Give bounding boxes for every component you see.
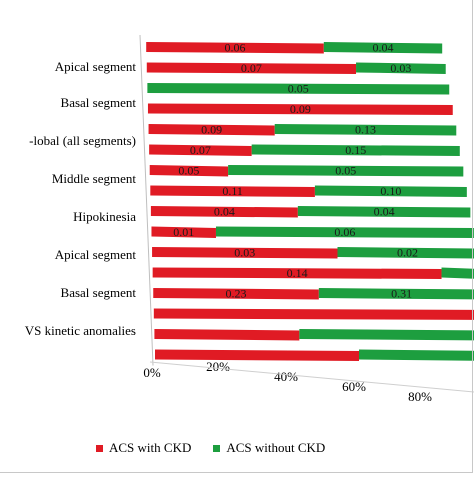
bar-with-ckd-0 bbox=[146, 42, 324, 54]
bar-without-ckd-2 bbox=[147, 83, 450, 95]
bar-with-ckd-4 bbox=[148, 124, 275, 136]
category-label-8: Hipokinesia bbox=[73, 209, 136, 224]
x-axis-floor-line bbox=[149, 361, 474, 393]
bar-without-ckd-0 bbox=[323, 42, 443, 54]
x-tick-label-1: 20% bbox=[206, 359, 230, 374]
legend-label-with-ckd: ACS with CKD bbox=[109, 440, 192, 455]
bar-without-ckd-7 bbox=[314, 185, 467, 197]
x-tick-label-0: 0% bbox=[143, 365, 161, 380]
y-axis-line bbox=[139, 34, 154, 366]
data-label-without-ckd-7: 0.10 bbox=[380, 184, 401, 198]
bar-with-ckd-7 bbox=[150, 185, 315, 197]
category-label-4: -lobal (all segments) bbox=[29, 133, 136, 148]
data-label-with-ckd-6: 0.05 bbox=[178, 164, 199, 178]
data-label-without-ckd-10: 0.02 bbox=[397, 246, 418, 260]
bar-without-ckd-15 bbox=[359, 349, 474, 361]
data-label-with-ckd-0: 0.06 bbox=[225, 41, 246, 55]
category-label-12: Basal segment bbox=[61, 285, 137, 300]
data-label-with-ckd-10: 0.03 bbox=[234, 246, 255, 260]
data-label-without-ckd-1: 0.03 bbox=[390, 61, 411, 75]
data-label-without-ckd-12: 0.31 bbox=[391, 287, 412, 301]
legend-item-with-ckd: ACS with CKD bbox=[96, 440, 191, 456]
bar-with-ckd-13 bbox=[153, 308, 474, 320]
bar-with-ckd-11 bbox=[152, 267, 442, 279]
legend: ACS with CKD ACS without CKD bbox=[96, 439, 347, 457]
category-label-2: Basal segment bbox=[61, 95, 137, 110]
x-tick-label-4: 80% bbox=[408, 389, 432, 404]
bar-with-ckd-10 bbox=[152, 247, 338, 259]
data-label-without-ckd-6: 0.05 bbox=[335, 164, 356, 178]
bar-with-ckd-3 bbox=[147, 103, 453, 115]
data-label-with-ckd-5: 0.07 bbox=[190, 143, 211, 157]
data-label-without-ckd-4: 0.13 bbox=[355, 123, 376, 137]
category-label-6: Middle segment bbox=[52, 171, 137, 186]
bar-with-ckd-12 bbox=[153, 288, 319, 300]
data-label-without-ckd-0: 0.04 bbox=[373, 41, 394, 55]
data-label-with-ckd-11: 0.14 bbox=[287, 266, 308, 280]
bar-without-ckd-14 bbox=[299, 329, 474, 341]
bar-with-ckd-6 bbox=[149, 165, 229, 177]
bar-without-ckd-9 bbox=[215, 226, 474, 238]
bar-without-ckd-1 bbox=[356, 62, 446, 74]
bar-with-ckd-15 bbox=[155, 349, 359, 361]
bar-without-ckd-4 bbox=[274, 124, 457, 136]
x-tick-label-3: 60% bbox=[342, 379, 366, 394]
bar-without-ckd-12 bbox=[318, 288, 474, 300]
bar-with-ckd-14 bbox=[154, 329, 300, 341]
bar-without-ckd-5 bbox=[251, 144, 460, 156]
bar-with-ckd-8 bbox=[150, 206, 298, 218]
bar-with-ckd-9 bbox=[151, 226, 216, 238]
data-label-without-ckd-8: 0.04 bbox=[374, 205, 395, 219]
legend-item-without-ckd: ACS without CKD bbox=[213, 440, 325, 456]
legend-swatch-with-ckd bbox=[96, 444, 103, 452]
data-label-without-ckd-9: 0.06 bbox=[334, 225, 355, 239]
data-label-with-ckd-4: 0.09 bbox=[201, 123, 222, 137]
bar-with-ckd-5 bbox=[149, 144, 252, 156]
category-label-14: VS kinetic anomalies bbox=[25, 323, 136, 338]
category-label-0: Apical segment bbox=[55, 59, 137, 74]
data-label-with-ckd-7: 0.11 bbox=[222, 184, 243, 198]
x-tick-label-2: 40% bbox=[274, 369, 298, 384]
bar-with-ckd-1 bbox=[146, 62, 357, 74]
legend-label-without-ckd: ACS without CKD bbox=[226, 440, 326, 455]
data-label-with-ckd-9: 0.01 bbox=[173, 225, 194, 239]
bar-without-ckd-11 bbox=[441, 267, 474, 279]
data-label-without-ckd-5: 0.15 bbox=[345, 143, 366, 157]
data-label-with-ckd-12: 0.23 bbox=[226, 287, 247, 301]
bar-without-ckd-10 bbox=[337, 247, 474, 259]
category-label-10: Apical segment bbox=[55, 247, 137, 262]
data-label-with-ckd-1: 0.07 bbox=[241, 61, 262, 75]
data-label-with-ckd-3: 0.09 bbox=[290, 102, 311, 116]
bar-without-ckd-6 bbox=[228, 165, 464, 177]
legend-swatch-without-ckd bbox=[213, 444, 221, 452]
data-label-with-ckd-8: 0.04 bbox=[214, 205, 235, 219]
data-label-without-ckd-2: 0.05 bbox=[288, 82, 309, 96]
bar-without-ckd-8 bbox=[297, 206, 471, 218]
